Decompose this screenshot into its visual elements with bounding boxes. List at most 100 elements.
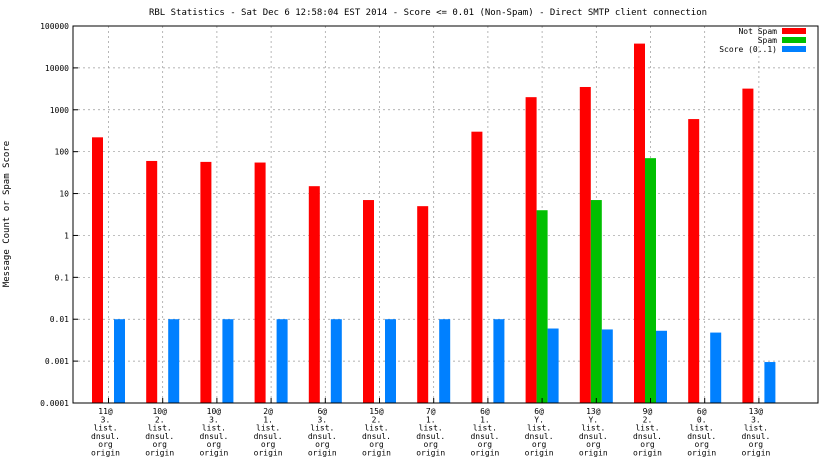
x-tick-label: list. [473, 424, 497, 433]
x-tick-label: dnsul. [579, 432, 608, 441]
legend-label: Score (0..1) [719, 45, 777, 54]
x-tick-label: dnsul. [199, 432, 228, 441]
y-tick-label: 0.1 [55, 273, 70, 282]
x-tick-label: dnsul. [633, 432, 662, 441]
x-tick-label: list. [744, 424, 768, 433]
x-tick-label: origin [525, 449, 554, 458]
x-tick-label: origin [687, 449, 716, 458]
x-tick-label: 3. [209, 415, 219, 424]
bar-score-0-1 [493, 319, 505, 403]
x-tick-label: origin [199, 449, 228, 458]
legend-swatch [782, 28, 806, 34]
x-tick-label: 13@ [586, 407, 601, 416]
bar-not-spam [363, 200, 374, 403]
bar-score-0-1 [710, 332, 722, 403]
bar-spam [536, 210, 548, 403]
bar-score-0-1 [601, 329, 613, 403]
bar-not-spam [579, 86, 591, 404]
x-tick-label: dnsul. [687, 432, 716, 441]
x-tick-label: org [315, 440, 330, 449]
x-tick-label: origin [91, 449, 120, 458]
x-tick-label: org [478, 440, 493, 449]
x-tick-label: 3. [101, 415, 111, 424]
x-tick-label: org [98, 440, 113, 449]
x-tick-label: list. [310, 424, 334, 433]
x-tick-label: origin [254, 449, 283, 458]
x-tick-label: 2@ [263, 407, 273, 416]
bar-score-0-1 [764, 362, 776, 403]
bar-score-0-1 [385, 319, 396, 403]
x-tick-label: list. [419, 424, 443, 433]
x-tick-label: 3. [751, 415, 761, 424]
y-tick-label: 1 [64, 231, 69, 240]
x-tick-label: org [207, 440, 222, 449]
x-tick-label: origin [741, 449, 770, 458]
x-tick-label: dnsul. [145, 432, 174, 441]
x-tick-label: origin [362, 449, 391, 458]
bar-not-spam [92, 137, 103, 403]
x-axis-labels: 11@3.list.dnsul.orgorigin10@2.list.dnsul… [91, 398, 771, 458]
bar-score-0-1 [439, 319, 451, 403]
y-tick-label: 0.001 [45, 357, 69, 366]
x-tick-label: org [261, 440, 276, 449]
x-tick-label: org [749, 440, 764, 449]
x-tick-label: 6@ [480, 407, 490, 416]
y-tick-label: 100 [55, 148, 70, 157]
x-tick-label: 6@ [534, 407, 544, 416]
bar-not-spam [308, 186, 320, 403]
x-tick-label: 10@ [207, 407, 222, 416]
x-tick-label: 2. [155, 415, 165, 424]
x-tick-label: origin [470, 449, 499, 458]
bar-not-spam [634, 43, 645, 404]
bar-score-0-1 [330, 319, 342, 403]
x-tick-label: dnsul. [525, 432, 554, 441]
bars [92, 43, 776, 404]
x-tick-label: 2. [372, 415, 382, 424]
x-tick-label: dnsul. [362, 432, 391, 441]
chart-title: RBL Statistics - Sat Dec 6 12:58:04 EST … [149, 8, 707, 18]
x-tick-label: 1. [426, 415, 436, 424]
x-tick-label: 7@ [426, 407, 436, 416]
x-tick-label: list. [581, 424, 605, 433]
x-tick-label: origin [308, 449, 337, 458]
bar-not-spam [742, 88, 754, 403]
x-tick-label: 2. [643, 415, 653, 424]
x-tick-label: 6@ [317, 407, 327, 416]
bar-not-spam [471, 131, 483, 403]
x-tick-label: list. [527, 424, 551, 433]
x-tick-label: 10@ [152, 407, 167, 416]
y-tick-label: 100000 [40, 22, 69, 31]
x-tick-label: dnsul. [308, 432, 337, 441]
bar-score-0-1 [547, 328, 559, 403]
x-tick-label: org [152, 440, 167, 449]
x-tick-label: org [423, 440, 438, 449]
x-tick-label: 6@ [697, 407, 707, 416]
x-tick-label: origin [579, 449, 608, 458]
bar-score-0-1 [656, 330, 667, 403]
x-tick-label: 1. [263, 415, 273, 424]
x-tick-label: origin [633, 449, 662, 458]
bar-not-spam [146, 160, 158, 403]
bar-not-spam [254, 162, 266, 403]
bar-not-spam [417, 206, 429, 403]
bar-score-0-1 [222, 319, 234, 403]
x-tick-label: dnsul. [91, 432, 120, 441]
x-tick-label: dnsul. [741, 432, 770, 441]
x-tick-label: 11@ [98, 407, 113, 416]
x-tick-label: 9@ [643, 407, 653, 416]
bar-not-spam [200, 161, 212, 403]
x-tick-label: list. [690, 424, 714, 433]
bar-not-spam [525, 97, 537, 403]
x-tick-label: list. [256, 424, 280, 433]
x-tick-label: org [640, 440, 655, 449]
x-tick-label: origin [145, 449, 174, 458]
y-tick-label: 10000 [45, 64, 69, 73]
y-tick-label: 10 [59, 190, 69, 199]
x-tick-label: list. [635, 424, 659, 433]
y-tick-label: 0.0001 [40, 399, 69, 408]
y-axis-ticks: 100000 10000 1000 100 10 1 0.1 0.01 0.001 0.0001 [40, 22, 78, 408]
legend-label: Not Spam [738, 27, 777, 36]
y-tick-label: 0.01 [50, 315, 69, 324]
